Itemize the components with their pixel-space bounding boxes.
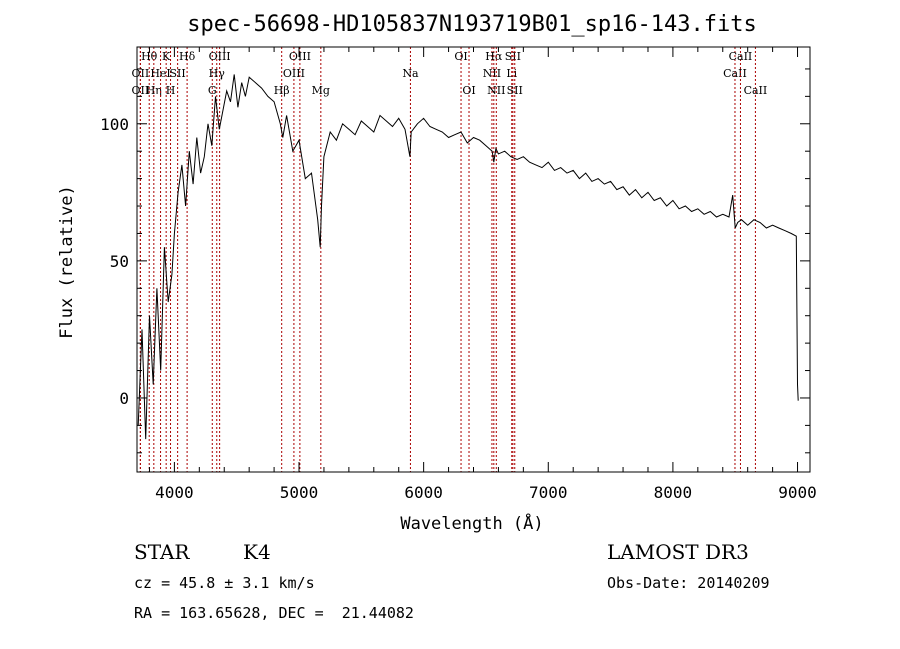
- x-axis-label: Wavelength (Å): [400, 512, 543, 534]
- marker-label-23: SII: [505, 50, 521, 63]
- marker-label-17: OI: [454, 50, 467, 63]
- marker-label-4: HeI: [150, 67, 170, 80]
- marker-label-10: Hγ: [209, 67, 226, 80]
- object-class: STAR: [134, 540, 190, 564]
- marker-label-13: OIII: [283, 67, 305, 80]
- marker-label-11: OIII: [209, 50, 231, 63]
- x-tick-label-0: 4000: [155, 483, 194, 502]
- marker-label-18: OI: [462, 84, 475, 97]
- spectral-subclass: K4: [243, 540, 271, 564]
- marker-label-14: OIII: [289, 50, 311, 63]
- x-tick-label-5: 9000: [778, 483, 817, 502]
- marker-label-21: NII: [487, 84, 505, 97]
- marker-label-5: K: [162, 50, 171, 63]
- coordinates: RA = 163.65628, DEC = 21.44082: [134, 604, 414, 622]
- marker-label-22: Li: [506, 67, 517, 80]
- x-tick-label-1: 5000: [280, 483, 319, 502]
- marker-label-25: CaII: [723, 67, 747, 80]
- marker-label-6: H: [166, 84, 176, 97]
- marker-label-12: Hβ: [274, 84, 290, 97]
- y-tick-label-0: 0: [119, 389, 129, 408]
- y-axis-ticks: 0 50 100: [100, 68, 810, 454]
- marker-label-15: Mg: [312, 84, 330, 97]
- marker-label-3: Hη: [146, 84, 162, 97]
- x-tick-label-3: 7000: [529, 483, 568, 502]
- marker-label-8: Hδ: [179, 50, 196, 63]
- spectrum-line: [137, 74, 799, 440]
- marker-label-19: NII: [483, 67, 501, 80]
- survey-name: LAMOST DR3: [607, 540, 749, 564]
- marker-label-24: SII: [507, 84, 523, 97]
- y-tick-label-1: 50: [110, 252, 129, 271]
- marker-label-2: OII: [132, 84, 150, 97]
- x-tick-label-4: 8000: [654, 483, 693, 502]
- chart-title: spec-56698-HD105837N193719B01_sp16-143.f…: [187, 12, 757, 37]
- x-axis-ticks: 4000 5000 6000 7000 8000 9000: [148, 47, 817, 502]
- marker-label-16: Na: [402, 67, 419, 80]
- marker-label-27: CaII: [744, 84, 768, 97]
- marker-label-20: Hα: [485, 50, 503, 63]
- marker-label-1: OII: [132, 67, 150, 80]
- marker-label-7: SII: [170, 67, 186, 80]
- observation-date: Obs-Date: 20140209: [607, 574, 770, 592]
- x-tick-label-2: 6000: [404, 483, 443, 502]
- plot-frame: [136, 46, 811, 473]
- redshift-value: cz = 45.8 ± 3.1 km/s: [134, 574, 315, 592]
- marker-label-9: G: [208, 84, 217, 97]
- marker-label-26: CaII: [729, 50, 753, 63]
- y-axis-label: Flux (relative): [57, 185, 77, 339]
- y-tick-label-2: 100: [100, 115, 129, 134]
- line-markers: HθOIIOIIHηHeIKHSIIHδGHγOIIIHβOIIIOIIIMgN…: [132, 47, 768, 472]
